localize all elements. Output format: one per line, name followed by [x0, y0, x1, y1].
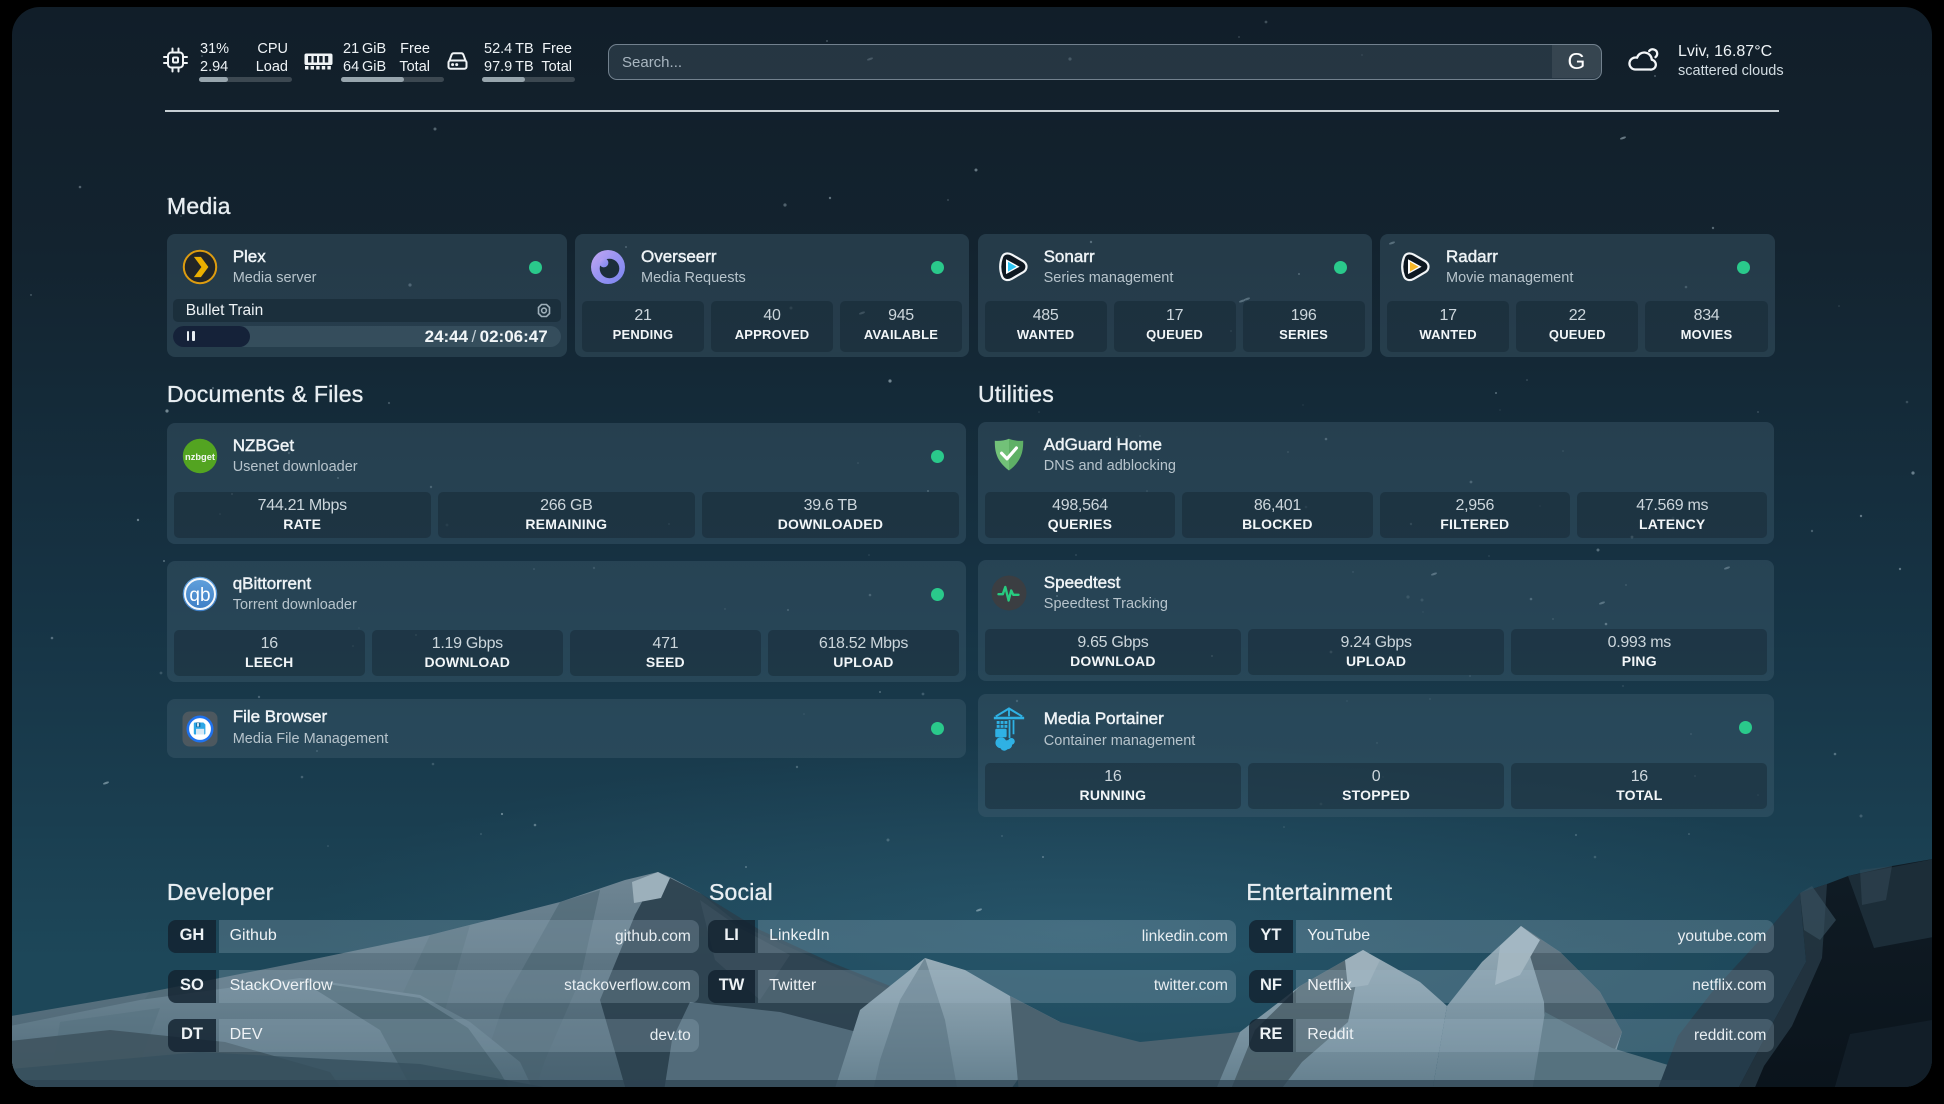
svg-text:qb: qb — [189, 584, 210, 605]
svg-text:nzbget: nzbget — [185, 451, 215, 461]
